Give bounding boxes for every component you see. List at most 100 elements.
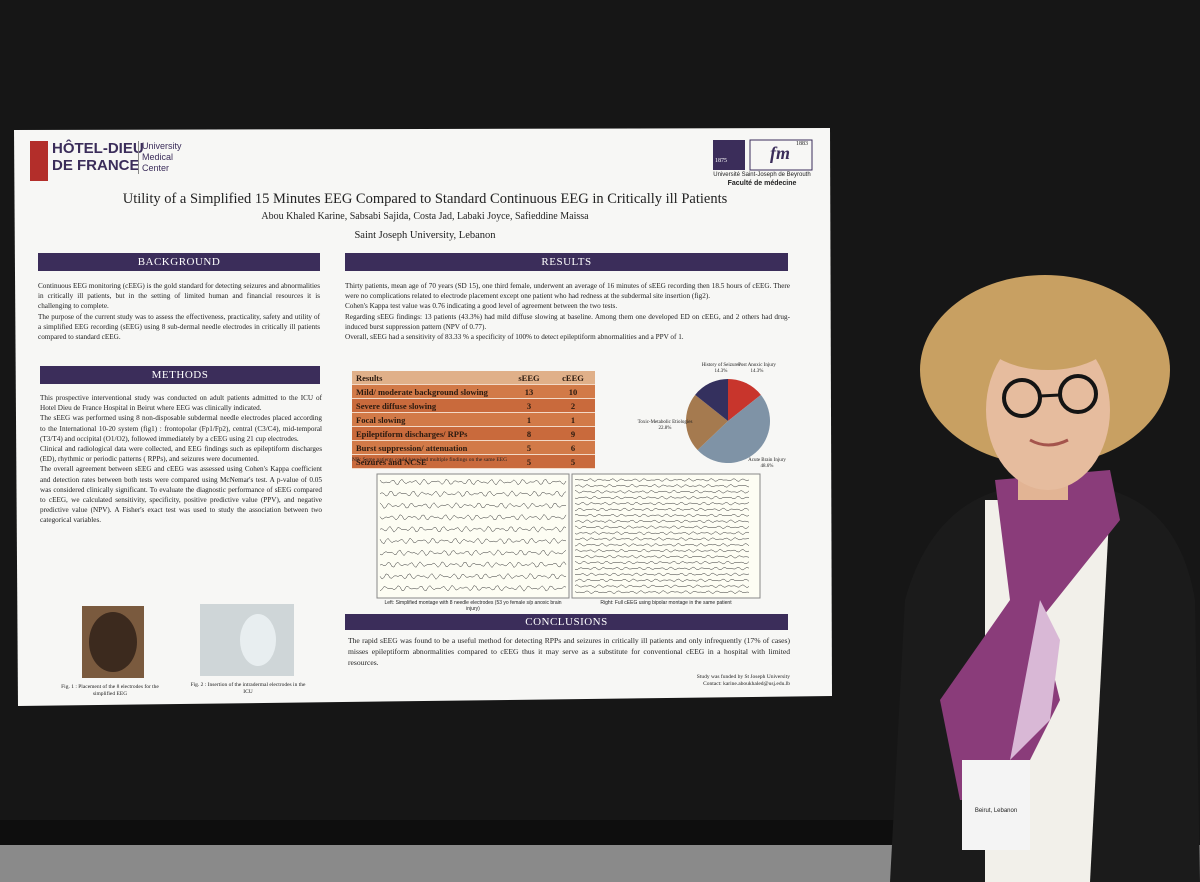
pie-label-name: Acute Brain Injury xyxy=(748,458,786,463)
table-note: NB: Some patients could have had multipl… xyxy=(352,457,508,463)
eeg-trace xyxy=(379,537,567,545)
eeg-trace xyxy=(379,584,567,592)
eeg-trace xyxy=(574,495,750,500)
table-cell: Seizures and NCSE xyxy=(352,454,507,469)
eeg-trace xyxy=(574,525,750,529)
eeg-trace xyxy=(574,531,750,535)
eeg-trace xyxy=(379,561,567,568)
table-cell: Focal slowing xyxy=(352,412,507,427)
paragraph: Continuous EEG monitoring (cEEG) is the … xyxy=(38,282,320,311)
logo-sub: University Medical Center xyxy=(138,141,182,174)
pie-label: Post Anoxic Injury 14.3% xyxy=(722,363,792,375)
logo-name: HÔTEL-DIEU xyxy=(52,140,144,157)
paragraph: Regarding sEEG findings: 13 patients (43… xyxy=(345,312,790,331)
table-row: Severe diffuse slowing 3 2 xyxy=(352,398,595,413)
funding-line: Contact: karine.aboukhaled@usj.edu.lb xyxy=(703,681,790,687)
eeg-trace xyxy=(379,549,567,556)
eeg-trace xyxy=(379,525,567,533)
figure-caption: Fig. 1 : Placement of the 8 electrodes f… xyxy=(61,684,159,697)
table-row: Mild/ moderate background slowing 13 10 xyxy=(352,384,595,399)
background-text: Continuous EEG monitoring (cEEG) is the … xyxy=(38,281,320,342)
header-cell: cEEG xyxy=(551,371,595,385)
logo-year: 1883 xyxy=(796,141,808,147)
table-cell: Severe diffuse slowing xyxy=(352,398,507,413)
authors: Abou Khaled Karine, Sabsabi Sajida, Cost… xyxy=(261,211,589,222)
header-cell: sEEG xyxy=(507,371,551,385)
logo-left: HÔTEL-DIEU DE FRANCE xyxy=(52,140,144,174)
eeg-trace xyxy=(574,478,750,482)
pie-label-name: History of Seizures xyxy=(701,363,741,368)
logo-sub-line: University xyxy=(142,141,182,151)
table-cell: 13 xyxy=(507,384,551,399)
table-cell: Mild/ moderate background slowing xyxy=(352,384,507,399)
logo-university: Université Saint-Joseph de Beyrouth xyxy=(713,172,811,178)
logo-name: DE FRANCE xyxy=(52,157,140,174)
section-heading: METHODS xyxy=(40,366,320,384)
hair-fringe xyxy=(978,290,1118,370)
pie-label-value: 22.8% xyxy=(658,426,672,431)
poster-title: Utility of a Simplified 15 Minutes EEG C… xyxy=(122,191,728,207)
eeg-trace xyxy=(574,584,750,588)
header-cell: Results xyxy=(352,371,507,385)
glasses-right xyxy=(1058,374,1098,414)
table-cell: 10 xyxy=(551,384,595,399)
logo-faculty: Faculté de médecine xyxy=(727,180,797,187)
conclusions-text: The rapid sEEG was found to be a useful … xyxy=(348,636,790,667)
scarf-pattern xyxy=(1000,520,1060,760)
results-table: Results sEEG cEEG Mild/ moderate background… xyxy=(352,371,595,469)
section-heading: RESULTS xyxy=(345,253,788,271)
pie-label-value: 48.6% xyxy=(760,464,774,469)
paragraph: Thirty patients, mean age of 70 years (S… xyxy=(345,282,790,301)
table-cell: 5 xyxy=(551,454,595,469)
glasses-bridge xyxy=(1039,393,1061,398)
table-cell: 3 xyxy=(507,398,551,413)
eeg-trace xyxy=(574,590,750,594)
paragraph: Cohen's Kappa test value was 0.76 indica… xyxy=(345,302,618,311)
table-cell: 1 xyxy=(507,412,551,427)
table-cell: 6 xyxy=(551,440,595,455)
pie-label-value: 14.3% xyxy=(714,369,728,374)
logo-right-box xyxy=(749,139,813,171)
pie-label: History of Seizures 14.3% xyxy=(686,363,756,375)
logo-left-mark xyxy=(30,141,48,181)
table-cell: 5 xyxy=(507,440,551,455)
pie-slice xyxy=(695,379,728,421)
paragraph: Clinical and radiological data were coll… xyxy=(40,445,322,464)
face xyxy=(986,330,1110,490)
pie-chart xyxy=(686,379,770,463)
eeg-trace xyxy=(379,490,567,498)
pie-label-name: Post Anoxic Injury xyxy=(738,363,776,368)
paragraph: The overall agreement between sEEG and c… xyxy=(40,465,322,525)
affiliation: Saint Joseph University, Lebanon xyxy=(354,230,496,241)
glasses-left xyxy=(1002,378,1042,418)
eeg-caption: Left: Simplified montage with 8 needle e… xyxy=(384,600,562,612)
table-cell: 8 xyxy=(507,426,551,441)
badge-text: Beirut, Lebanon xyxy=(974,808,1018,814)
figure-2-person xyxy=(240,614,276,666)
table-cell: Epileptiform discharges/ RPPs xyxy=(352,426,507,441)
eeg-trace xyxy=(379,514,567,521)
eeg-trace xyxy=(574,560,750,565)
paragraph: This prospective interventional study wa… xyxy=(40,394,322,413)
eeg-caption: Right: Full cEEG using bipolar montage i… xyxy=(600,600,732,606)
eeg-trace xyxy=(379,478,567,486)
eeg-trace xyxy=(574,543,750,547)
methods-text: This prospective interventional study wa… xyxy=(40,393,322,526)
stand-base xyxy=(0,820,900,845)
logo-year: 1875 xyxy=(715,158,727,164)
eeg-trace xyxy=(574,566,750,571)
mouth xyxy=(1029,438,1069,447)
pie-slice xyxy=(686,394,728,450)
paragraph: Overall, sEEG had a sensitivity of 83.33… xyxy=(345,333,684,342)
eeg-trace xyxy=(574,549,750,553)
paragraph: The purpose of the current study was to … xyxy=(38,312,320,342)
scarf xyxy=(940,470,1120,800)
eeg-trace xyxy=(379,502,567,509)
eeg-trace xyxy=(574,554,750,559)
table-row: Epileptiform discharges/ RPPs 8 9 xyxy=(352,426,595,441)
funding-line: Study was funded by St Joseph University xyxy=(696,674,790,680)
section-heading: CONCLUSIONS xyxy=(345,614,788,630)
table-row: Burst suppression/ attenuation 5 6 xyxy=(352,440,595,455)
table-cell: 1 xyxy=(551,412,595,427)
